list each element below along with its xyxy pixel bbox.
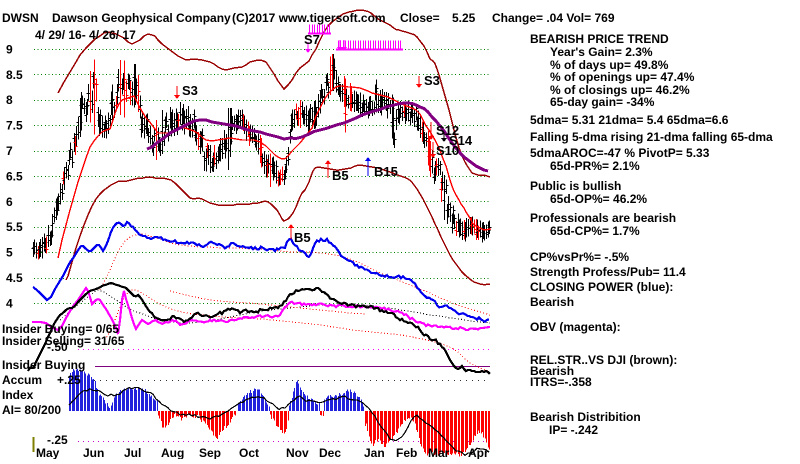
svg-text:Public is bullish: Public is bullish <box>530 179 621 193</box>
svg-text:ITRS=-.358: ITRS=-.358 <box>530 375 592 389</box>
svg-text:Jan: Jan <box>364 446 385 459</box>
svg-text:DWSN: DWSN <box>2 11 39 25</box>
svg-text:4.5: 4.5 <box>6 271 23 285</box>
svg-text:5dma= 5.31 21dma= 5.4 65dma=6.: 5dma= 5.31 21dma= 5.4 65dma=6.6 <box>530 113 729 127</box>
svg-text:Accum: Accum <box>2 373 42 387</box>
svg-text:AI= 80/200: AI= 80/200 <box>2 403 61 417</box>
svg-text:% of openings up= 47.4%: % of openings up= 47.4% <box>550 70 695 84</box>
svg-text:Jun: Jun <box>83 446 104 459</box>
svg-text:S7: S7 <box>304 32 320 47</box>
svg-text:B5: B5 <box>332 168 349 183</box>
svg-text:8: 8 <box>6 93 13 107</box>
svg-text:Bearish: Bearish <box>530 295 574 309</box>
svg-text:65d-PR%= 2.1%: 65d-PR%= 2.1% <box>550 159 640 173</box>
svg-text:5.25: 5.25 <box>452 11 476 25</box>
svg-text:S14: S14 <box>449 133 473 148</box>
svg-text:S3: S3 <box>182 83 198 98</box>
svg-text:Insider Buying= 0/65: Insider Buying= 0/65 <box>2 322 119 336</box>
svg-text:65d-OP%= 46.2%: 65d-OP%= 46.2% <box>550 192 647 206</box>
svg-text:OBV (magenta):: OBV (magenta): <box>530 320 621 334</box>
svg-text:65-day gain= -34%: 65-day gain= -34% <box>550 95 655 109</box>
svg-text:7: 7 <box>6 144 13 158</box>
svg-text:4/ 29/ 16- 4/ 26/ 17: 4/ 29/ 16- 4/ 26/ 17 <box>35 28 136 42</box>
svg-text:(C)2017 www.tigersoft.com: (C)2017 www.tigersoft.com <box>232 11 386 25</box>
svg-text:Jul: Jul <box>124 446 141 459</box>
svg-text:Professionals are bearish: Professionals are bearish <box>530 211 676 225</box>
svg-text:Year's Gain= 2.3%: Year's Gain= 2.3% <box>550 45 653 59</box>
svg-text:Nov: Nov <box>286 446 309 459</box>
svg-text:6: 6 <box>6 195 13 209</box>
svg-text:B15: B15 <box>374 164 398 179</box>
svg-text:Feb: Feb <box>396 446 417 459</box>
svg-text:Bearish Distribition: Bearish Distribition <box>530 410 641 424</box>
svg-text:7.5: 7.5 <box>6 119 23 133</box>
svg-text:Insider Selling= 31/65: Insider Selling= 31/65 <box>2 334 125 348</box>
svg-text:B5: B5 <box>294 230 311 245</box>
svg-text:5: 5 <box>6 246 13 260</box>
svg-text:S10: S10 <box>436 143 459 158</box>
svg-text:Falling 5-dma rising 21-dma: Falling 5-dma rising 21-dma falling 65-d… <box>530 130 773 144</box>
svg-text:CLOSING POWER (blue):: CLOSING POWER (blue): <box>530 280 673 294</box>
svg-text:Bearish: Bearish <box>530 364 574 378</box>
svg-text:4: 4 <box>6 296 13 310</box>
svg-text:Close=: Close= <box>400 11 440 25</box>
svg-text:S12: S12 <box>436 123 459 138</box>
svg-text:Aug: Aug <box>161 446 184 459</box>
svg-text:Insider Buying: Insider Buying <box>2 358 85 372</box>
svg-text:Mar: Mar <box>428 446 450 459</box>
svg-text:% of closings up= 46.2%: % of closings up= 46.2% <box>550 83 690 97</box>
svg-text:May: May <box>36 446 60 459</box>
svg-text:Dec: Dec <box>319 446 341 459</box>
svg-text:-.50: -.50 <box>47 340 68 354</box>
svg-text:BEARISH PRICE TREND: BEARISH PRICE TREND <box>530 32 669 46</box>
svg-text:5.5: 5.5 <box>6 220 23 234</box>
svg-text:5dmaAROC=-47 % PivotP= 5.33: 5dmaAROC=-47 % PivotP= 5.33 <box>530 146 710 160</box>
svg-text:+.25: +.25 <box>57 373 81 387</box>
svg-text:-.25: -.25 <box>47 433 68 447</box>
svg-text:S3: S3 <box>424 73 440 88</box>
svg-text:Sep: Sep <box>199 446 221 459</box>
svg-text:Dawson Geophysical Company: Dawson Geophysical Company <box>52 11 231 25</box>
svg-text:Oct: Oct <box>239 446 259 459</box>
svg-text:9: 9 <box>6 42 13 56</box>
svg-text:Strength Profess/Pub= 11.4: Strength Profess/Pub= 11.4 <box>530 265 686 279</box>
svg-text:REL.STR..VS DJI (brown):: REL.STR..VS DJI (brown): <box>530 353 677 367</box>
svg-text:% of days up= 49.8%: % of days up= 49.8% <box>550 58 669 72</box>
svg-text:6.5: 6.5 <box>6 169 23 183</box>
svg-text:Apr: Apr <box>468 446 489 459</box>
svg-text:Change= .04 Vol= 769: Change= .04 Vol= 769 <box>492 11 615 25</box>
svg-text:65d-CP%= 1.7%: 65d-CP%= 1.7% <box>550 224 640 238</box>
svg-text:8.5: 8.5 <box>6 68 23 82</box>
svg-text:IP= -.242: IP= -.242 <box>549 423 598 437</box>
svg-text:Index: Index <box>2 388 34 402</box>
svg-text:CP%vsPr%= -.5%: CP%vsPr%= -.5% <box>530 250 629 264</box>
